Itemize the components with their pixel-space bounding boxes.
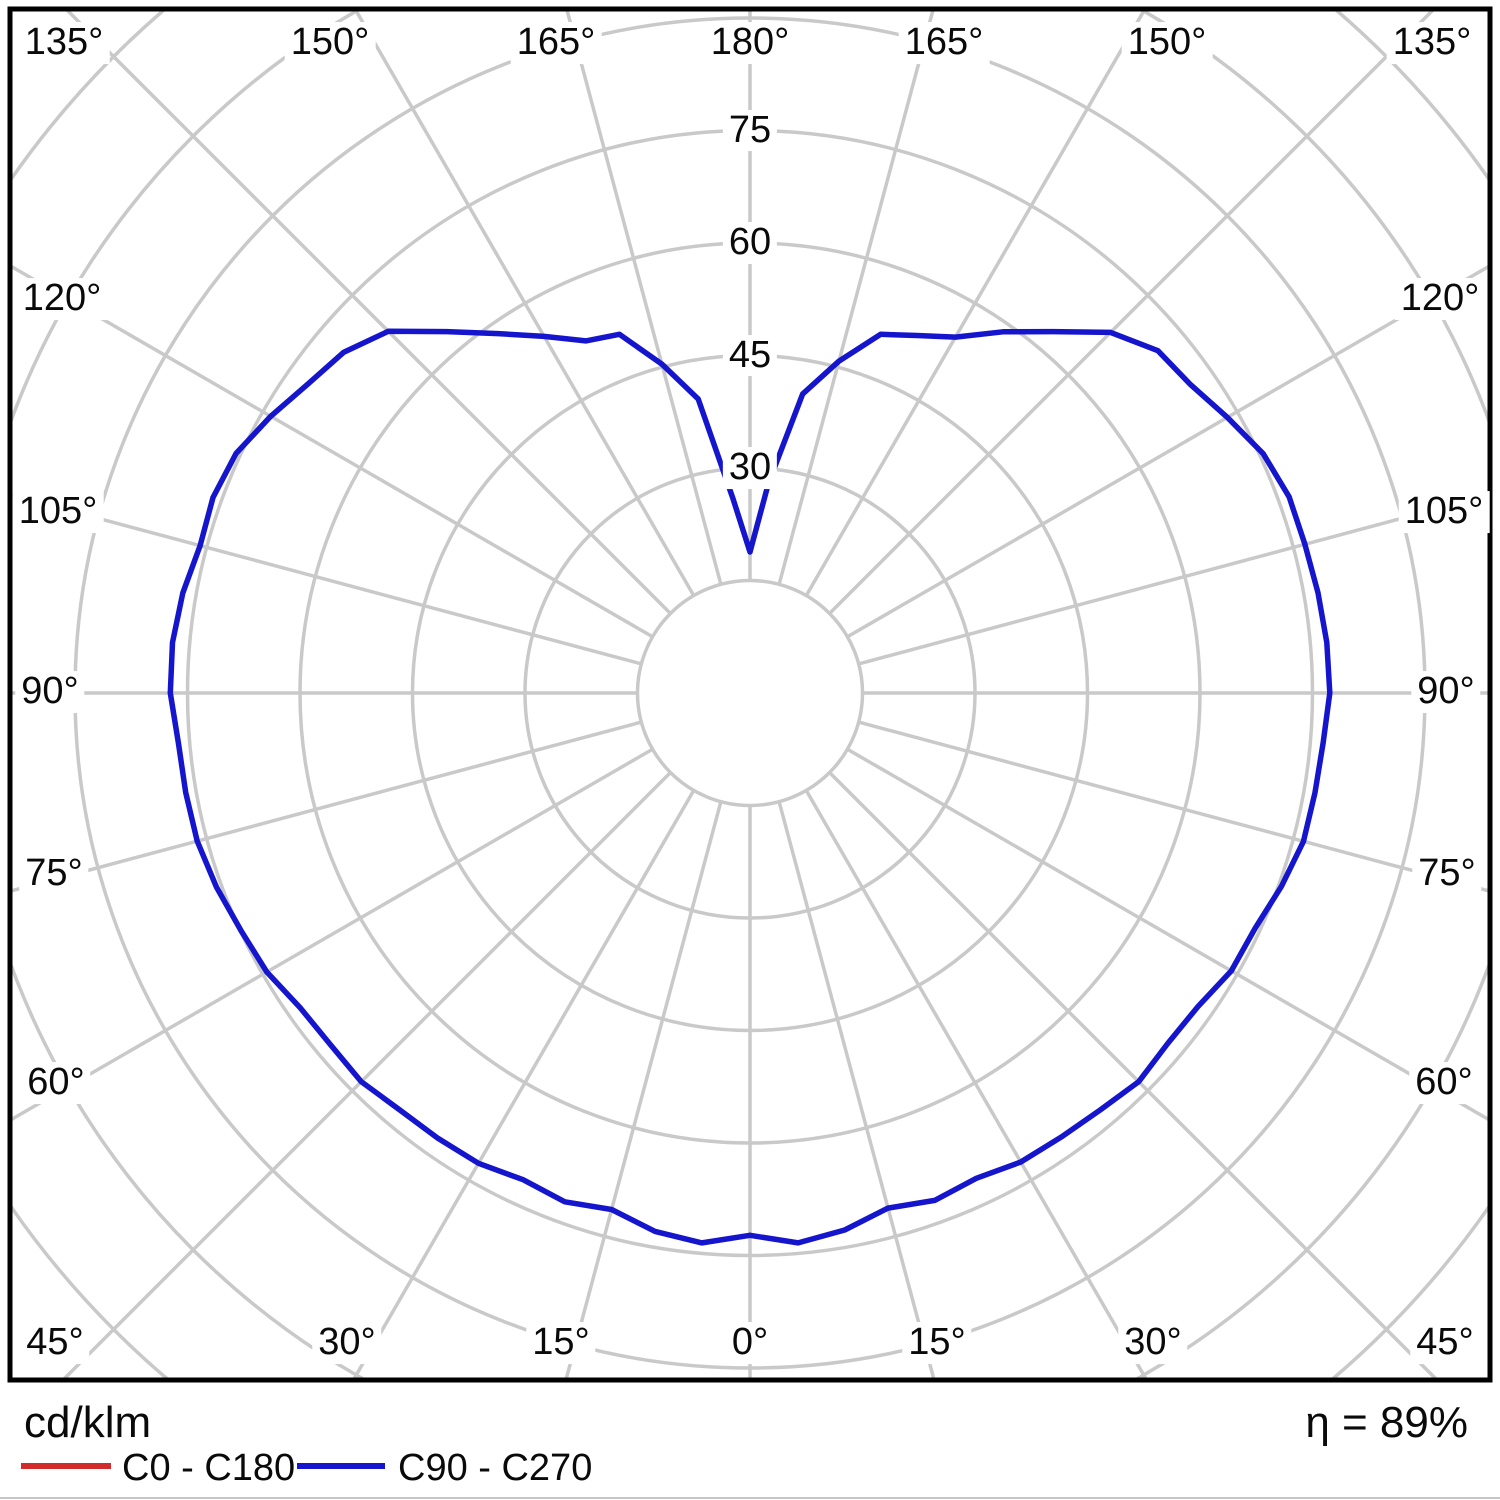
grid-spoke-30 [804,789,1148,1378]
grid-spoke-330 [352,789,696,1378]
efficiency-label: η = 89% [1305,1398,1468,1447]
plot-frame [7,6,1493,1383]
grid-spoke-105 [858,493,1488,666]
page-bottom-edge [0,1497,1500,1499]
grid-spoke-75 [858,720,1488,893]
grid-spoke-120 [846,264,1488,639]
grid-spoke-165 [777,11,935,585]
grid-spoke-15 [777,801,936,1378]
grid-spoke-210 [354,11,696,597]
legend-label-c0-c180: C0 - C180 [122,1447,296,1489]
legend-swatch-c90-c270 [297,1463,385,1469]
grid-spoke-195 [565,11,723,585]
units-label: cd/klm [24,1398,152,1447]
grid-spoke-60 [846,747,1488,1122]
grid-spoke-240 [12,264,654,639]
grid-spoke-345 [564,801,723,1378]
legend-label-c90-c270: C90 - C270 [398,1447,593,1489]
grid-ring-15 [635,578,865,808]
legend-swatch-c0-c180 [21,1463,111,1469]
grid-spoke-300 [12,747,654,1122]
grid-spoke-150 [804,11,1146,597]
grid-spoke-285 [12,720,642,893]
grid-spoke-255 [12,493,642,666]
curve-c90-c270 [167,328,1333,1246]
